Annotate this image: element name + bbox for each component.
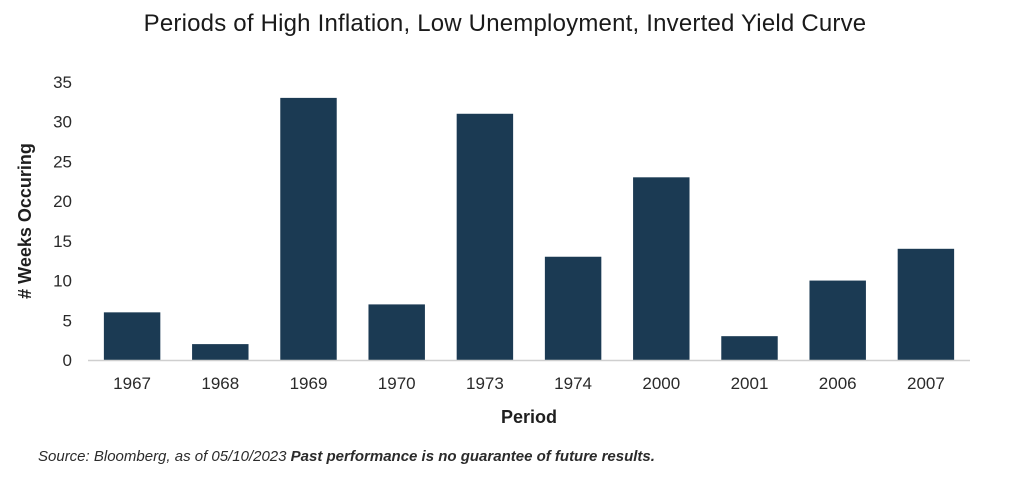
y-tick-label: 30: [53, 113, 72, 132]
x-tick-label: 1968: [201, 374, 239, 393]
chart-title: Periods of High Inflation, Low Unemploym…: [143, 10, 867, 37]
bar-1968: [192, 344, 249, 360]
x-tick-label: 1973: [466, 374, 504, 393]
disclaimer-text: Past performance is no guarantee of futu…: [290, 448, 655, 465]
bar-1970: [368, 304, 425, 360]
bar-series: [103, 97, 955, 361]
x-tick-label: 2000: [642, 374, 680, 393]
y-axis-title: # Weeks Occuring: [15, 143, 35, 299]
bar-1973: [456, 113, 514, 361]
x-axis-ticks: 1967 1968 1969 1970 1973 1974 2000 2001 2006 2007: [113, 374, 945, 393]
x-tick-label: 1974: [554, 374, 592, 393]
y-tick-label: 0: [63, 351, 72, 370]
y-tick-label: 15: [53, 232, 72, 251]
x-tick-label: 2007: [907, 374, 945, 393]
x-tick-label: 1969: [290, 374, 328, 393]
bar-1967: [103, 312, 161, 360]
source-text: Source: Bloomberg, as of 05/10/2023: [38, 448, 287, 465]
source-footnote: Source: Bloomberg, as of 05/10/2023 Past…: [38, 448, 655, 465]
x-tick-label: 2006: [819, 374, 857, 393]
y-tick-label: 5: [63, 311, 72, 330]
y-tick-label: 20: [53, 192, 72, 211]
bar-chart: 0 5 10 15 20 25 30 35 1967 1968 1969 1970 1973 1974 2…: [15, 73, 970, 427]
bar-1974: [544, 256, 602, 360]
bar-2001: [721, 336, 778, 360]
x-tick-label: 1967: [113, 374, 151, 393]
y-tick-label: 35: [53, 73, 72, 92]
bar-2006: [809, 280, 866, 360]
y-tick-label: 10: [53, 272, 72, 291]
x-axis-title: Period: [501, 407, 557, 427]
y-axis-ticks: 0 5 10 15 20 25 30 35: [53, 73, 72, 370]
x-tick-label: 1970: [378, 374, 416, 393]
x-tick-label: 2001: [731, 374, 769, 393]
bar-2000: [633, 177, 690, 360]
bar-2007: [897, 248, 955, 360]
y-tick-label: 25: [53, 152, 72, 171]
bar-1969: [280, 97, 337, 360]
